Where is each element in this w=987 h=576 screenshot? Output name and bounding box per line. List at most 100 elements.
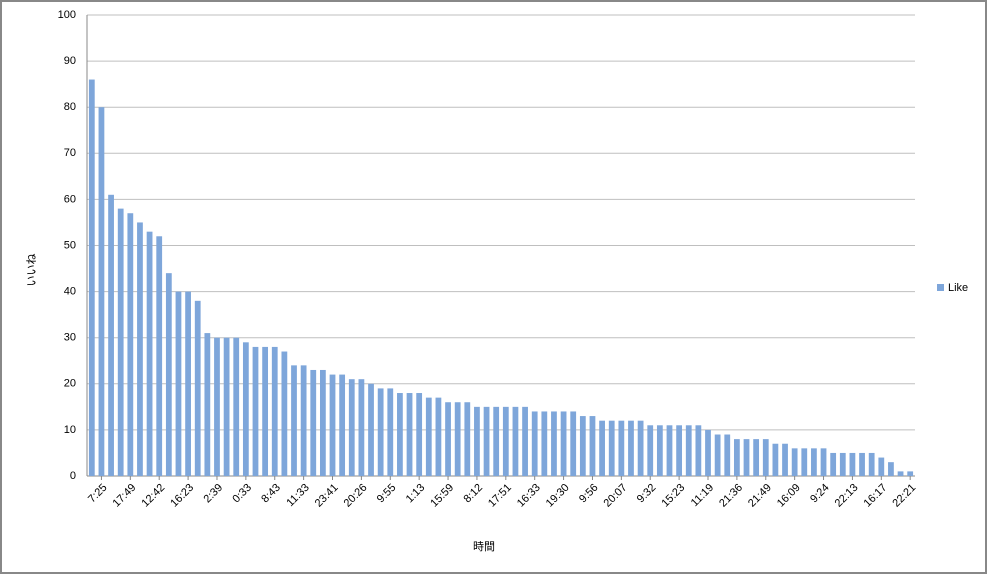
bar <box>406 393 413 476</box>
bar <box>897 471 904 476</box>
bar <box>348 379 355 476</box>
bar <box>512 406 519 476</box>
bar <box>214 337 220 476</box>
y-tick-label: 10 <box>64 424 76 436</box>
bar <box>242 342 249 476</box>
bar <box>637 420 644 476</box>
bar <box>98 107 105 476</box>
bar <box>165 273 172 476</box>
bar <box>108 194 114 477</box>
bar <box>310 369 317 476</box>
bar <box>656 425 663 476</box>
bar <box>724 434 731 476</box>
bar <box>223 337 230 476</box>
bar <box>560 411 567 476</box>
bar <box>329 374 336 476</box>
bar <box>820 448 827 476</box>
y-tick-label: 90 <box>64 55 76 67</box>
y-tick-label: 60 <box>64 193 76 205</box>
bar <box>791 448 798 476</box>
bar <box>117 208 124 476</box>
bar <box>156 236 163 476</box>
bar <box>685 425 692 476</box>
bar <box>387 388 394 476</box>
bar <box>464 402 471 476</box>
bar <box>599 420 605 476</box>
bar <box>127 213 134 477</box>
y-tick-label: 40 <box>64 286 76 298</box>
bar <box>608 420 615 476</box>
bar <box>146 231 153 476</box>
bar <box>772 443 779 476</box>
bar <box>551 411 557 476</box>
bar <box>271 346 278 476</box>
bar <box>782 443 788 476</box>
bar <box>830 452 837 476</box>
bar <box>493 406 500 476</box>
bar <box>435 397 442 476</box>
bar <box>483 406 490 476</box>
bar <box>445 402 451 476</box>
y-tick-label: 0 <box>70 470 76 482</box>
x-axis-label: 時間 <box>473 540 495 553</box>
bar <box>88 79 95 476</box>
bar <box>733 439 740 476</box>
y-axis-label: いいね <box>25 254 38 287</box>
bar <box>541 411 548 476</box>
bar <box>454 402 461 476</box>
bar <box>589 416 596 476</box>
bar <box>291 365 297 476</box>
bar <box>185 291 191 476</box>
bar <box>300 365 307 476</box>
bar <box>705 429 711 476</box>
bar <box>618 420 625 476</box>
bar <box>502 406 509 476</box>
bar <box>416 393 423 476</box>
bar <box>474 406 480 476</box>
bar <box>801 448 808 476</box>
bar <box>425 397 432 476</box>
y-tick-label: 100 <box>58 9 76 21</box>
bar <box>262 346 269 476</box>
bar <box>377 388 384 476</box>
bar <box>570 411 577 476</box>
bar <box>859 452 865 476</box>
legend-label: Like <box>948 282 968 294</box>
legend-swatch <box>937 284 944 291</box>
bar <box>695 425 702 476</box>
bar <box>397 393 403 476</box>
bar <box>579 416 586 476</box>
bar <box>811 448 817 476</box>
bar <box>878 457 885 476</box>
bar <box>907 471 914 476</box>
bar <box>888 462 894 476</box>
bar <box>849 452 856 476</box>
y-tick-label: 50 <box>64 239 76 251</box>
bar <box>175 291 182 476</box>
bar <box>281 351 288 476</box>
bar <box>839 452 846 476</box>
bar <box>319 369 326 476</box>
y-tick-label: 70 <box>64 147 76 159</box>
bar <box>647 425 654 476</box>
bar <box>676 425 683 476</box>
y-tick-label: 20 <box>64 378 76 390</box>
y-tick-label: 30 <box>64 332 76 344</box>
bar <box>137 222 143 476</box>
bar <box>339 374 346 476</box>
bar <box>753 439 760 476</box>
bar <box>194 300 201 476</box>
bar <box>666 425 673 476</box>
bar <box>868 452 875 476</box>
bar <box>531 411 538 476</box>
y-tick-label: 80 <box>64 101 76 113</box>
bar <box>628 420 634 476</box>
bar <box>522 406 528 476</box>
bar <box>762 439 769 476</box>
bar <box>252 346 259 476</box>
bar <box>743 439 750 476</box>
bar <box>714 434 721 476</box>
